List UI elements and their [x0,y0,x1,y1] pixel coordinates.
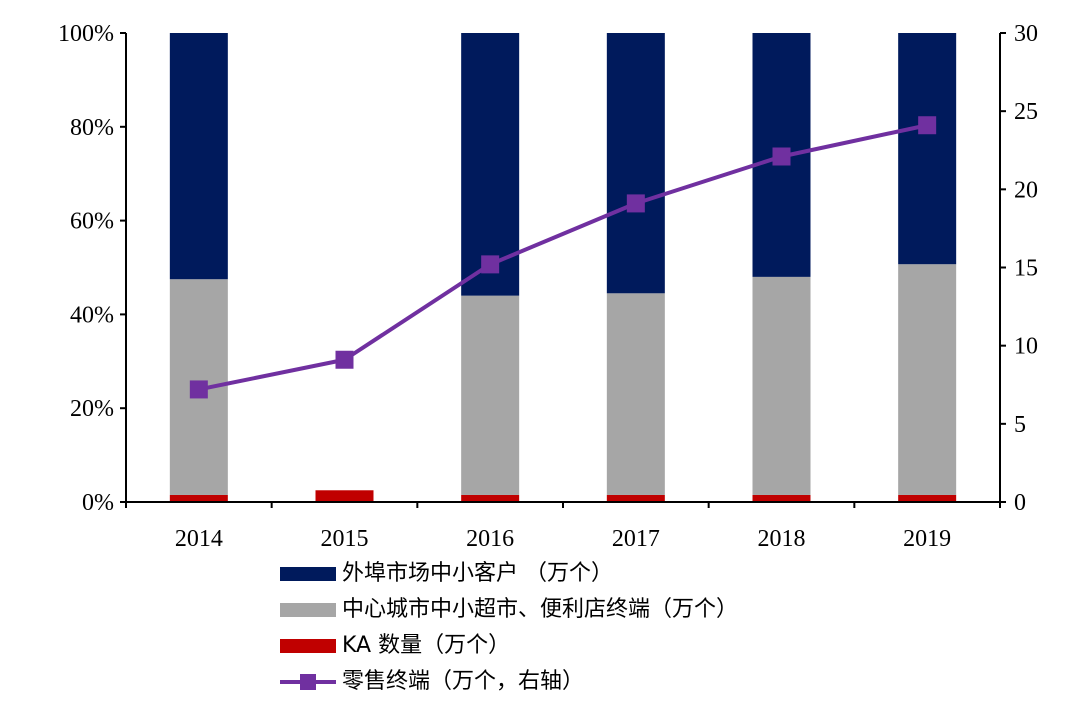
legend-swatch-retail [280,674,336,690]
x-tick-label-2015: 2015 [321,526,369,552]
retail-terminal-point-2015 [335,350,354,369]
legend: 外埠市场中小客户 （万个） 中心城市中小超市、便利店终端（万个） KA 数量（万… [280,556,738,700]
left-tick-label: 60% [70,209,114,235]
right-tick-label: 15 [1014,256,1038,282]
bar-2019-s1 [898,264,957,495]
legend-swatch-ka [280,639,336,653]
retail-terminal-point-2019 [918,116,937,135]
right-tick-label: 25 [1014,99,1038,125]
x-tick-label-2017: 2017 [612,526,660,552]
x-tick-label-2014: 2014 [175,526,223,552]
bar-2016-s0 [461,494,520,502]
right-tick-label: 20 [1014,177,1038,203]
legend-item-outer-market: 外埠市场中小客户 （万个） [280,556,738,592]
bar-2017-s1 [606,293,665,495]
x-tick-label-2019: 2019 [903,526,951,552]
chart: 0% 20% 40% 60% 80% 100% 0 5 10 15 20 25 30 2014 2015 20… [58,21,1038,552]
legend-label-ka: KA 数量（万个） [342,633,511,658]
legend-label-central-city: 中心城市中小超市、便利店终端（万个） [342,597,739,622]
bar-2017-s2 [606,33,665,294]
legend-swatch-central-city [280,603,336,617]
bar-2015-s0 [315,490,374,502]
retail-terminal-point-2016 [481,255,500,274]
retail-terminal-point-2017 [626,194,645,213]
legend-swatch-outer-market [280,567,336,581]
bar-2014-s0 [169,494,228,502]
left-tick-label: 0% [82,490,114,516]
retail-terminal-point-2018 [772,147,791,166]
bar-2018-s0 [752,494,811,502]
left-tick-label: 40% [70,302,114,328]
legend-label-outer-market: 外埠市场中小客户 （万个） [342,561,613,586]
legend-item-retail: 零售终端（万个，右轴） [280,664,738,700]
left-tick-label: 20% [70,396,114,422]
bar-2017-s0 [606,494,665,502]
x-tick-label-2018: 2018 [758,526,806,552]
left-tick-label: 80% [70,115,114,141]
bar-2014-s2 [169,33,228,280]
right-tick-label: 0 [1014,490,1026,516]
retail-terminal-line [198,123,928,392]
legend-item-ka: KA 数量（万个） [280,628,738,664]
left-tick-label: 100% [58,21,114,47]
bar-2019-s0 [898,494,957,502]
x-tick-label-2016: 2016 [466,526,514,552]
legend-label-retail: 零售终端（万个，右轴） [342,669,585,694]
bar-2016-s2 [461,33,520,296]
retail-terminal-point-2014 [189,380,208,399]
right-tick-label: 10 [1014,334,1038,360]
bar-2016-s1 [461,295,520,495]
right-tick-label: 5 [1014,412,1026,438]
bar-2019-s2 [898,33,957,265]
bar-2018-s1 [752,276,811,495]
right-tick-label: 30 [1014,21,1038,47]
legend-item-central-city: 中心城市中小超市、便利店终端（万个） [280,592,738,628]
